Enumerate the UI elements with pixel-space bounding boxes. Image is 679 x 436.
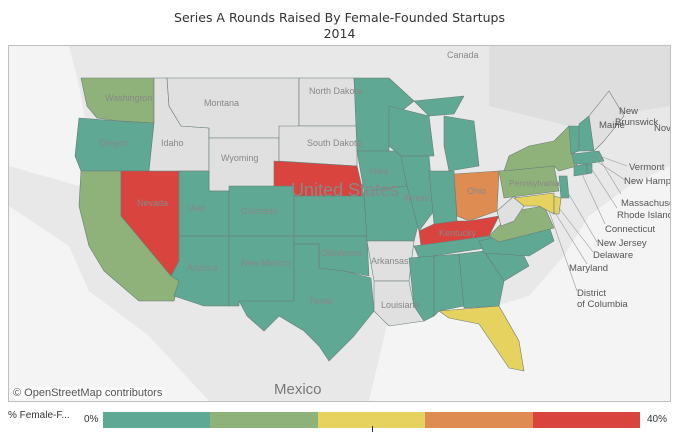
state-maryland[interactable] — [513, 192, 555, 215]
callout-lines — [548, 153, 628, 292]
label-colorado: Colorado — [241, 206, 278, 216]
callout-maryland: Maryland — [569, 263, 608, 274]
label-pennsylvania: Pennsylvania — [509, 178, 560, 188]
state-missouri[interactable] — [363, 185, 420, 242]
chart-title: Series A Rounds Raised By Female-Founded… — [0, 10, 679, 42]
legend-min-label: 0% — [84, 414, 99, 425]
legend-tick — [372, 426, 373, 432]
state-vermont[interactable] — [568, 125, 580, 155]
map-view[interactable]: Montana North Dakota South Dakota Wyomin… — [8, 45, 671, 402]
label-louisiana: Louisiana — [381, 300, 420, 310]
label-canada: Canada — [447, 50, 479, 60]
state-ohio[interactable] — [453, 170, 500, 222]
callout-dc-line1: District — [577, 288, 606, 299]
label-kentucky: Kentucky — [439, 228, 477, 238]
state-georgia[interactable] — [458, 250, 505, 309]
state-illinois[interactable] — [400, 155, 435, 232]
pacific-water — [9, 46, 89, 186]
legend-swatch-2[interactable] — [210, 412, 318, 428]
state-rhode-island[interactable] — [586, 163, 593, 175]
label-united-states: United States — [291, 180, 399, 200]
label-oklahoma: Oklahoma — [321, 248, 362, 258]
legend-title: % Female-F... — [8, 410, 70, 421]
state-michigan-up[interactable] — [413, 95, 465, 117]
callout-dc: District of Columbia — [577, 288, 628, 310]
legend-color-bar[interactable] — [103, 412, 641, 428]
label-north-dakota: North Dakota — [309, 86, 362, 96]
states-layer — [74, 77, 625, 372]
state-delaware[interactable] — [553, 195, 562, 215]
legend-swatch-4[interactable] — [425, 412, 533, 428]
label-iowa: Iowa — [369, 166, 388, 176]
label-washington: Washington — [105, 93, 152, 103]
callout-rhode-island: Rhode Island — [617, 210, 670, 221]
state-maine[interactable] — [588, 90, 625, 152]
legend-max-label: 40% — [647, 414, 668, 425]
label-oregon: Oregon — [99, 138, 129, 148]
callout-labels: Vermont New Hamps Massachuse Rhode Islan… — [569, 106, 670, 310]
callout-massachusetts: Massachuse — [621, 198, 670, 209]
label-montana: Montana — [204, 98, 239, 108]
legend-swatch-1[interactable] — [103, 412, 211, 428]
state-mississippi[interactable] — [408, 255, 435, 322]
canada-east — [489, 46, 670, 126]
label-texas: Texas — [309, 296, 333, 306]
pacific-south-water — [9, 206, 209, 401]
label-illinois: Illinois — [404, 193, 430, 203]
state-alabama[interactable] — [433, 253, 465, 317]
state-florida[interactable] — [438, 305, 525, 372]
state-michigan[interactable] — [443, 115, 480, 172]
state-west-virginia[interactable] — [496, 195, 525, 227]
title-main: Series A Rounds Raised By Female-Founded… — [174, 10, 505, 25]
callout-new-brunswick: New Brunswick — [615, 106, 659, 128]
label-south-dakota: South Dakota — [307, 138, 362, 148]
map-attribution[interactable]: © OpenStreetMap contributors — [11, 387, 165, 399]
callout-delaware: Delaware — [593, 250, 633, 261]
callout-vermont: Vermont — [629, 162, 665, 173]
callout-nb-line1: New — [619, 106, 638, 117]
label-new-mexico: New Mexico — [241, 258, 290, 268]
state-connecticut[interactable] — [573, 163, 588, 177]
callout-maine: Maine — [599, 120, 625, 131]
callout-new-hampshire: New Hamps — [624, 176, 670, 187]
label-nevada: Nevada — [137, 198, 168, 208]
atlantic-water — [369, 166, 670, 401]
label-wyoming: Wyoming — [221, 153, 258, 163]
label-ohio: Ohio — [467, 186, 486, 196]
state-indiana[interactable] — [428, 170, 458, 225]
map-labels: Montana North Dakota South Dakota Wyomin… — [99, 50, 560, 310]
callout-connecticut: Connecticut — [605, 224, 656, 235]
label-arizona: Arizona — [187, 263, 218, 273]
state-texas[interactable] — [238, 243, 375, 362]
label-idaho: Idaho — [161, 138, 184, 148]
label-mexico: Mexico — [274, 381, 322, 398]
map-canvas[interactable]: Montana North Dakota South Dakota Wyomin… — [9, 46, 670, 401]
callout-nb-line2: Brunswick — [615, 117, 659, 128]
state-wyoming[interactable] — [208, 137, 280, 192]
state-kansas[interactable] — [293, 195, 368, 237]
label-united-states-text: United States — [291, 180, 399, 200]
label-arkansas: Arkansas — [371, 256, 409, 266]
callout-dc-line2: of Columbia — [577, 299, 628, 310]
callout-new-jersey: New Jersey — [597, 238, 647, 249]
state-new-mexico[interactable] — [228, 235, 295, 307]
title-year: 2014 — [323, 26, 356, 41]
legend-swatch-3[interactable] — [317, 412, 426, 428]
callout-nova-scotia: Nova Sco — [654, 123, 670, 134]
label-utah: Utah — [187, 203, 206, 213]
state-new-jersey[interactable] — [558, 175, 570, 199]
legend-swatch-5[interactable] — [532, 412, 641, 428]
